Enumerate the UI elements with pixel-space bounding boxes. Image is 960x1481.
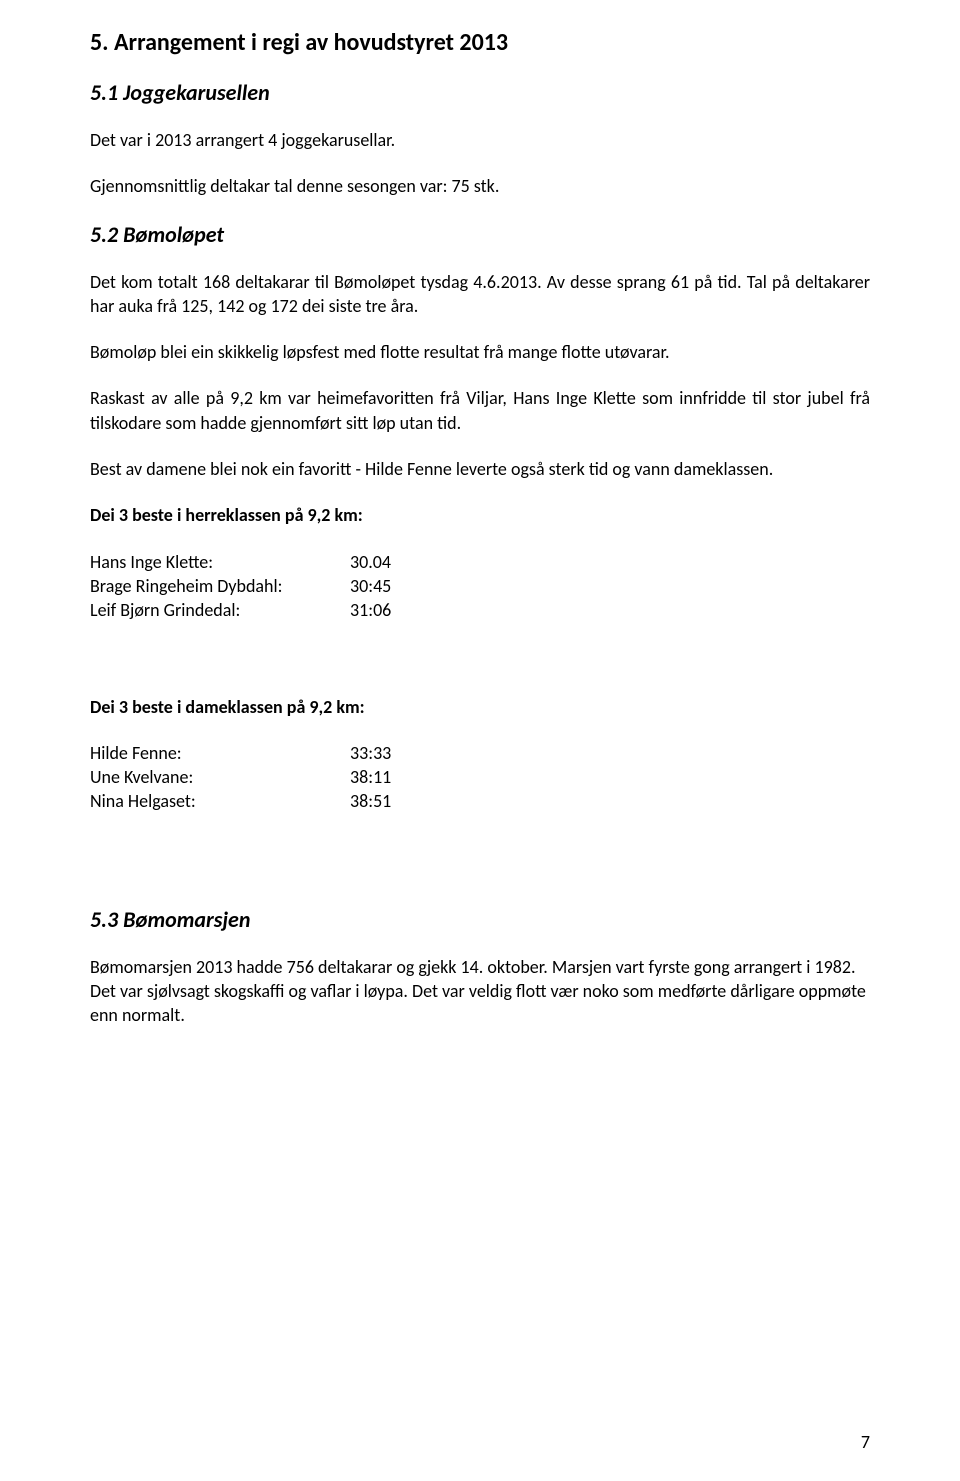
- result-row: Hilde Fenne: 33:33: [90, 741, 870, 765]
- result-time: 38:11: [350, 765, 391, 789]
- result-name: Hilde Fenne:: [90, 741, 350, 765]
- page-number: 7: [861, 1431, 870, 1453]
- result-row: Nina Helgaset: 38:51: [90, 789, 870, 813]
- section-5-heading: 5. Arrangement i regi av hovudstyret 201…: [90, 28, 870, 57]
- dame-heading: Dei 3 beste i dameklassen på 9,2 km:: [90, 695, 870, 719]
- herre-heading: Dei 3 beste i herreklassen på 9,2 km:: [90, 503, 870, 527]
- result-name: Brage Ringeheim Dybdahl:: [90, 574, 350, 598]
- herre-results: Hans Inge Klette: 30.04 Brage Ringeheim …: [90, 550, 870, 623]
- section-5-2-heading: 5.2 Bømoløpet: [90, 221, 870, 248]
- result-time: 31:06: [350, 598, 391, 622]
- body-paragraph: Bømoløp blei ein skikkelig løpsfest med …: [90, 340, 870, 364]
- body-paragraph: Det kom totalt 168 deltakarar til Bømolø…: [90, 270, 870, 319]
- body-paragraph: Raskast av alle på 9,2 km var heimefavor…: [90, 386, 870, 435]
- spacer: [90, 836, 870, 906]
- result-row: Leif Bjørn Grindedal: 31:06: [90, 598, 870, 622]
- result-time: 30.04: [350, 550, 391, 574]
- dame-results: Hilde Fenne: 33:33 Une Kvelvane: 38:11 N…: [90, 741, 870, 814]
- result-name: Nina Helgaset:: [90, 789, 350, 813]
- document-page: 5. Arrangement i regi av hovudstyret 201…: [0, 0, 960, 1481]
- body-paragraph: Best av damene blei nok ein favoritt - H…: [90, 457, 870, 481]
- body-paragraph: Bømomarsjen 2013 hadde 756 deltakarar og…: [90, 955, 870, 1028]
- result-name: Une Kvelvane:: [90, 765, 350, 789]
- body-paragraph: Det var i 2013 arrangert 4 joggekarusell…: [90, 128, 870, 152]
- result-time: 33:33: [350, 741, 391, 765]
- body-paragraph: Gjennomsnittlig deltakar tal denne seson…: [90, 174, 870, 198]
- result-name: Hans Inge Klette:: [90, 550, 350, 574]
- spacer: [90, 645, 870, 695]
- result-time: 30:45: [350, 574, 391, 598]
- result-row: Une Kvelvane: 38:11: [90, 765, 870, 789]
- result-row: Brage Ringeheim Dybdahl: 30:45: [90, 574, 870, 598]
- section-5-3-heading: 5.3 Bømomarsjen: [90, 906, 870, 933]
- result-row: Hans Inge Klette: 30.04: [90, 550, 870, 574]
- section-5-1-heading: 5.1 Joggekarusellen: [90, 79, 870, 106]
- result-name: Leif Bjørn Grindedal:: [90, 598, 350, 622]
- result-time: 38:51: [350, 789, 391, 813]
